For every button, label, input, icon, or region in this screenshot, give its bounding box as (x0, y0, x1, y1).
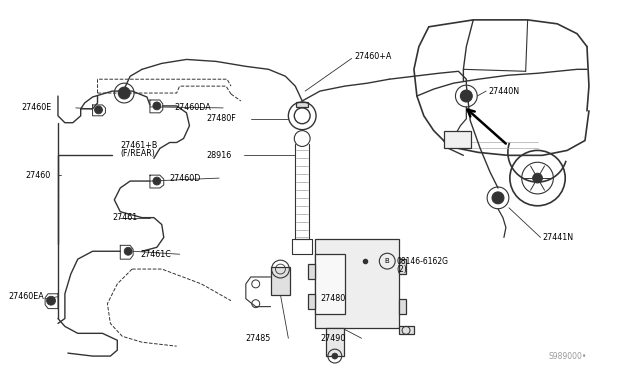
Circle shape (332, 353, 338, 359)
Bar (444, 131, 471, 148)
Text: 27461+B: 27461+B (120, 141, 157, 150)
Bar (399, 259, 406, 274)
Text: 27460D: 27460D (170, 174, 201, 183)
Text: (2): (2) (396, 264, 407, 273)
Bar (296, 102, 308, 107)
Text: 27460+A: 27460+A (355, 52, 392, 61)
Text: 27460: 27460 (26, 171, 51, 180)
Text: B: B (385, 258, 390, 264)
Circle shape (47, 296, 56, 305)
Bar (399, 326, 414, 334)
Text: 27485: 27485 (246, 334, 271, 343)
Circle shape (124, 247, 132, 255)
Text: S989000•: S989000• (548, 352, 587, 360)
Circle shape (492, 192, 504, 204)
Text: 28916: 28916 (206, 151, 232, 160)
Circle shape (95, 106, 102, 114)
Text: 27441N: 27441N (543, 233, 573, 242)
Bar (315, 240, 399, 328)
Circle shape (153, 102, 161, 110)
Bar (308, 264, 315, 279)
Circle shape (153, 177, 161, 185)
Text: 27461: 27461 (113, 213, 138, 222)
Circle shape (532, 173, 543, 183)
Bar (399, 299, 406, 314)
Text: 27460DA: 27460DA (175, 103, 211, 112)
Bar (326, 328, 344, 356)
Text: 08146-6162G: 08146-6162G (396, 257, 448, 266)
Text: 27480: 27480 (320, 294, 345, 303)
Text: 27490: 27490 (320, 334, 346, 343)
Bar (308, 294, 315, 309)
Text: 27480F: 27480F (206, 114, 236, 123)
Text: 27460E: 27460E (21, 103, 52, 112)
Text: 27440N: 27440N (488, 87, 519, 96)
Text: (F/REAR): (F/REAR) (120, 149, 155, 158)
Bar (315, 254, 345, 314)
Text: 27461C: 27461C (140, 250, 171, 259)
Text: 27460EA: 27460EA (8, 292, 44, 301)
Bar (271, 267, 291, 295)
Circle shape (118, 87, 130, 99)
Circle shape (460, 90, 472, 102)
